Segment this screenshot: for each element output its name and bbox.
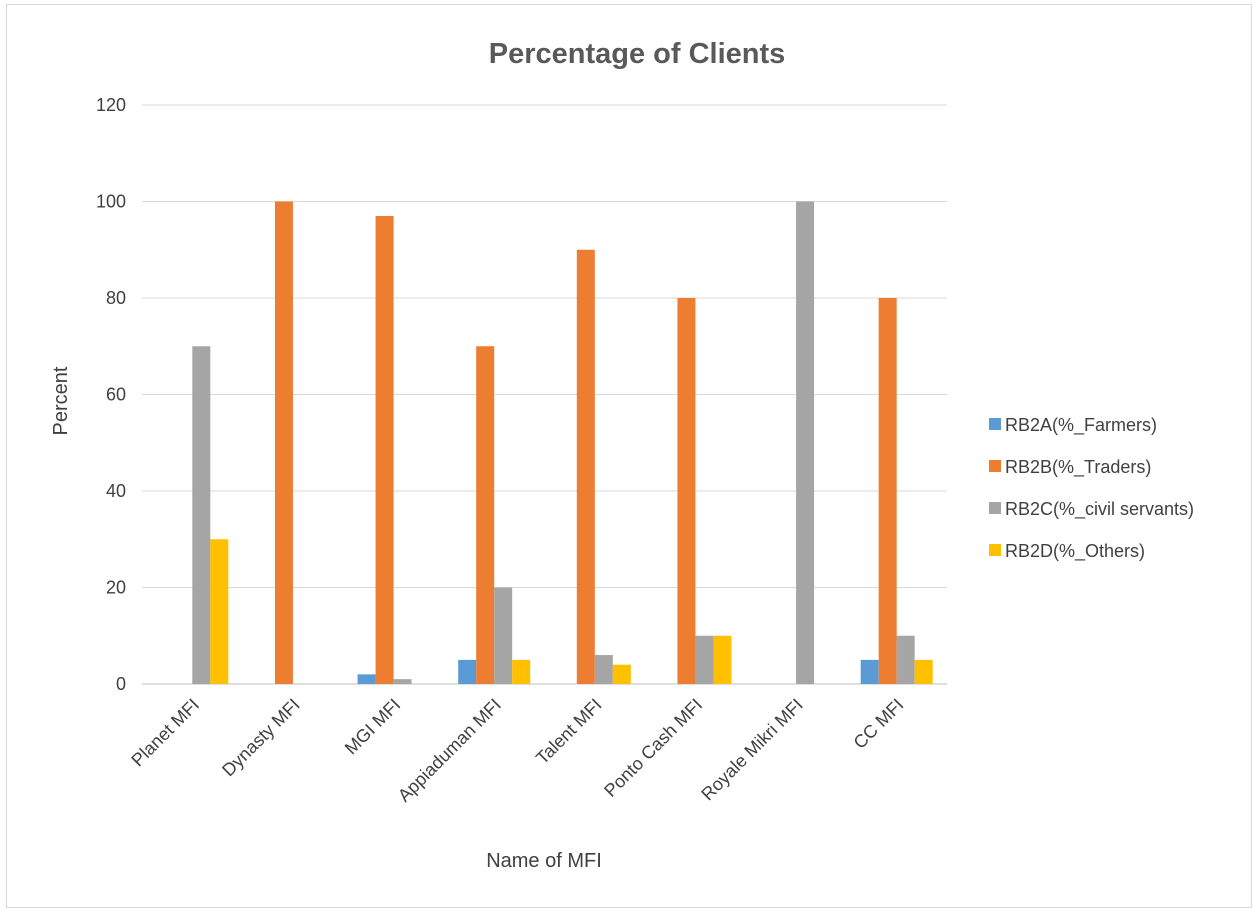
x-tick-label: Appiaduman MFI bbox=[394, 695, 505, 806]
chart-frame: Percentage of Clients 0 20 40 60 80 100 120 Pl… bbox=[6, 4, 1252, 908]
x-tick-label: MGI MFI bbox=[341, 695, 405, 759]
chart-title: Percentage of Clients bbox=[489, 38, 786, 70]
bar bbox=[357, 674, 376, 684]
legend-entry: RB2D(%_Others) bbox=[1005, 541, 1145, 562]
x-tick-label: Talent MFI bbox=[532, 695, 606, 769]
y-tick-label: 120 bbox=[96, 95, 126, 115]
bar bbox=[713, 635, 732, 684]
x-tick-label: Ponto Cash MFI bbox=[600, 695, 706, 801]
x-tick-label: Royale Mikri MFI bbox=[697, 695, 807, 805]
y-tick-label: 40 bbox=[106, 481, 126, 501]
bar bbox=[796, 201, 815, 684]
bar bbox=[612, 664, 631, 684]
bar bbox=[393, 679, 412, 684]
bar bbox=[576, 249, 595, 684]
x-axis-title: Name of MFI bbox=[486, 850, 602, 872]
legend-swatch bbox=[989, 544, 1001, 556]
bar bbox=[594, 655, 613, 684]
bar bbox=[494, 587, 513, 684]
y-tick-labels: 0 20 40 60 80 100 120 bbox=[96, 95, 126, 694]
bar bbox=[695, 635, 714, 684]
bar bbox=[375, 215, 394, 684]
y-tick-label: 100 bbox=[96, 192, 126, 212]
legend-swatch bbox=[989, 418, 1001, 430]
bar bbox=[274, 201, 293, 684]
legend-swatch bbox=[989, 502, 1001, 514]
y-tick-label: 20 bbox=[106, 578, 126, 598]
y-tick-label: 60 bbox=[106, 385, 126, 405]
legend: RB2A(%_Farmers) RB2B(%_Traders) RB2C(%_civ… bbox=[989, 415, 1194, 562]
y-tick-label: 0 bbox=[116, 674, 126, 694]
x-tick-label: CC MFI bbox=[850, 695, 908, 753]
bar bbox=[914, 659, 933, 684]
y-tick-label: 80 bbox=[106, 288, 126, 308]
bar bbox=[476, 346, 495, 684]
bar bbox=[677, 298, 696, 684]
gridlines bbox=[142, 104, 947, 685]
bar bbox=[512, 659, 531, 684]
bar-chart: Percentage of Clients 0 20 40 60 80 100 120 Pl… bbox=[50, 38, 1194, 872]
y-axis-title: Percent bbox=[50, 366, 72, 435]
legend-swatch bbox=[989, 460, 1001, 472]
bar bbox=[458, 659, 477, 684]
x-tick-label: Dynasty MFI bbox=[218, 695, 304, 781]
bar bbox=[896, 635, 915, 684]
legend-entry: RB2B(%_Traders) bbox=[1005, 457, 1151, 478]
bar bbox=[192, 346, 211, 684]
legend-entry: RB2A(%_Farmers) bbox=[1005, 415, 1157, 436]
bar bbox=[878, 298, 897, 684]
legend-entry: RB2C(%_civil servants) bbox=[1005, 499, 1194, 520]
x-tick-label: Planet MFI bbox=[127, 695, 203, 771]
bar bbox=[210, 539, 229, 684]
bar bbox=[860, 659, 879, 684]
bars bbox=[192, 201, 933, 684]
